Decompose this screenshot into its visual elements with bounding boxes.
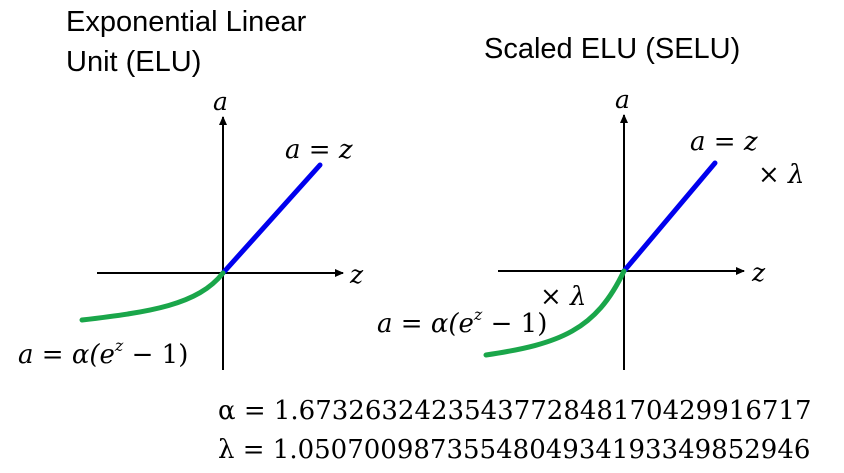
elu-positive-label: a = z (285, 135, 353, 165)
elu-panel: a z a = z a = α(ez − 1) (18, 87, 364, 370)
selu-negative-label: a = α(ez − 1) (377, 305, 547, 339)
elu-negative-branch (79, 270, 226, 323)
selu-negative-branch (483, 268, 627, 358)
selu-x-axis-label: z (751, 258, 766, 287)
selu-positive-branch (621, 160, 718, 274)
selu-title: Scaled ELU (SELU) (484, 33, 741, 65)
alpha-constant: α = 1.6732632423543772848170429916717 (218, 396, 811, 426)
selu-positive-label: a = z (690, 127, 758, 157)
elu-positive-branch (220, 162, 323, 276)
selu-positive-scale: × λ (758, 160, 805, 190)
selu-y-axis-label: a (615, 85, 630, 114)
selu-panel: a z a = z × λ × λ a = α(ez − 1) (377, 85, 805, 370)
selu-negative-scale: × λ (540, 282, 587, 312)
lambda-constant: λ = 1.0507009873554804934193349852946 (218, 435, 810, 465)
elu-y-axis-label: a (213, 87, 228, 116)
elu-x-axis-label: z (349, 260, 364, 289)
elu-negative-label: a = α(ez − 1) (18, 336, 188, 370)
elu-title-line1: Exponential Linear (66, 6, 307, 38)
elu-title-line2: Unit (ELU) (66, 46, 202, 78)
